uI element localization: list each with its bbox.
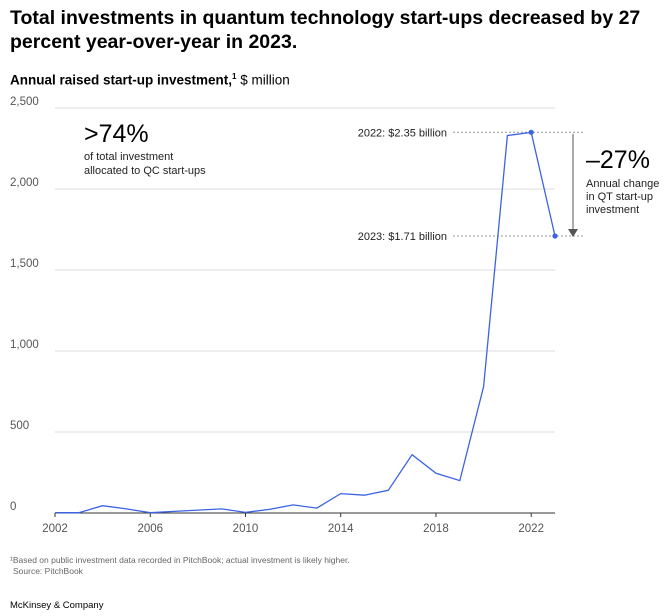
footnote: ¹Based on public investment data recorde… (10, 555, 350, 565)
x-tick-label: 2014 (328, 523, 354, 535)
y-axis-ticks: 0 500 1,000 1,500 2,000 2,500 (10, 96, 39, 513)
share-annotation-value: >74% (84, 120, 149, 148)
y-tick-label: 2,500 (10, 96, 39, 108)
change-arrow-head-icon (568, 229, 578, 237)
chart-title: Total investments in quantum technology … (10, 7, 641, 53)
subtitle-bold: Annual raised start-up investment, (10, 72, 233, 88)
reference-lines (453, 131, 585, 237)
y-tick-label: 1,000 (10, 339, 39, 351)
highlight-point-labels: 2022: $2.35 billion 2023: $1.71 billion (358, 127, 447, 243)
x-tick-label: 2006 (137, 523, 163, 535)
y-tick-label: 1,500 (10, 258, 39, 270)
highlight-point (552, 233, 558, 239)
highlight-point (528, 129, 534, 135)
change-annotation-line1: Annual change (586, 178, 659, 190)
x-tick-label: 2010 (233, 523, 259, 535)
share-annotation-line1: of total investment (84, 151, 173, 163)
highlight-point-label: 2022: $2.35 billion (358, 127, 447, 139)
y-tick-label: 0 (10, 501, 16, 513)
change-annotation-line3: investment (586, 204, 639, 216)
line-chart: 0 500 1,000 1,500 2,000 2,500 2002 2006 2010 201… (10, 96, 659, 535)
y-tick-label: 500 (10, 420, 29, 432)
y-tick-label: 2,000 (10, 177, 39, 189)
highlight-point-label: 2023: $1.71 billion (358, 231, 447, 243)
brand-logo-text: McKinsey & Company (10, 600, 104, 611)
change-annotation-line2: in QT start-up (586, 191, 653, 203)
x-tick-label: 2018 (423, 523, 449, 535)
highlight-points (528, 129, 558, 239)
x-tick-label: 2022 (518, 523, 544, 535)
share-annotation-line2: allocated to QC start-ups (84, 165, 206, 177)
series-line (55, 131, 556, 514)
chart-subtitle: Annual raised start-up investment,1 $ mi… (10, 72, 290, 88)
x-tick-label: 2002 (42, 523, 68, 535)
source: Source: PitchBook (13, 566, 83, 576)
gridlines (55, 107, 555, 433)
change-annotation-value: –27% (586, 146, 650, 174)
footnote-block: ¹Based on public investment data recorde… (10, 555, 350, 577)
subtitle-footnote-ref: 1 (232, 72, 237, 81)
x-axis: 2002 2006 2010 2014 2018 2022 (42, 512, 555, 535)
subtitle-unit: $ million (236, 72, 290, 88)
